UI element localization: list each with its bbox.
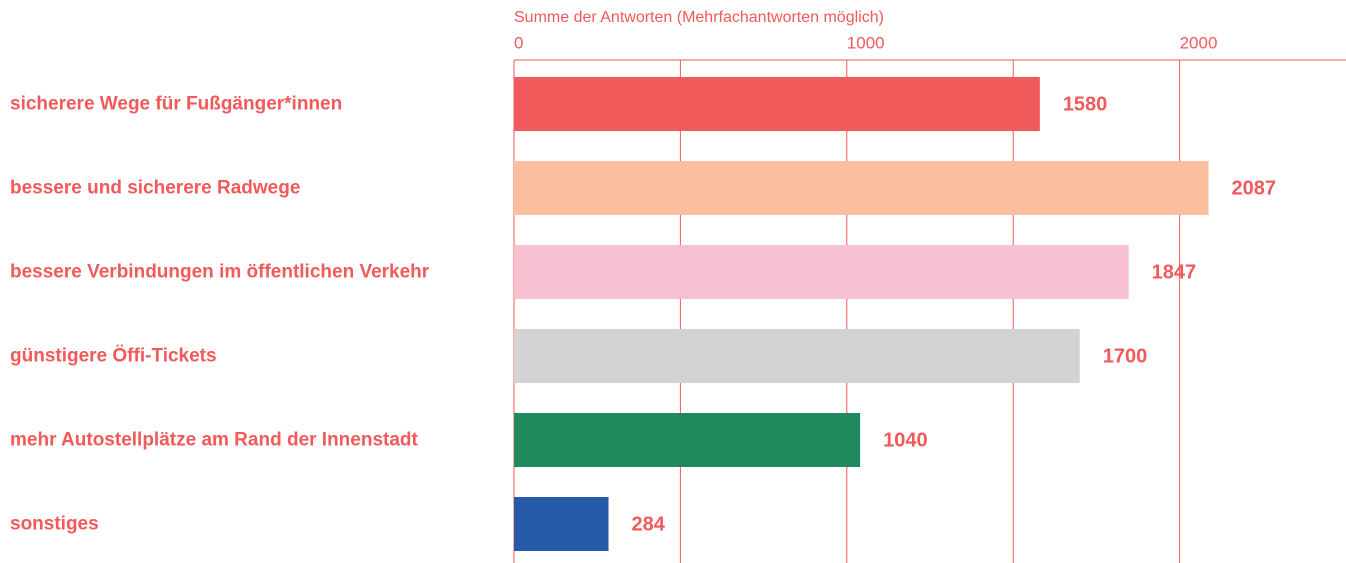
bar	[514, 329, 1080, 383]
x-tick-label: 2000	[1180, 33, 1218, 52]
bar	[514, 245, 1129, 299]
category-label: mehr Autostellplätze am Rand der Innenst…	[10, 429, 418, 451]
x-tick-label: 1000	[847, 33, 885, 52]
bar	[514, 77, 1040, 131]
category-label: sicherere Wege für Fußgänger*innen	[10, 93, 343, 115]
category-label: sonstiges	[10, 513, 99, 535]
value-label: 1040	[883, 429, 928, 451]
value-label: 1700	[1103, 345, 1148, 367]
axis-label: Summe der Antworten (Mehrfachantworten m…	[514, 9, 884, 26]
bar	[514, 497, 609, 551]
value-label: 284	[632, 513, 666, 535]
value-label: 2087	[1232, 177, 1277, 199]
x-tick-label: 0	[514, 33, 523, 52]
category-label: bessere Verbindungen im öffentlichen Ver…	[10, 261, 430, 283]
value-label: 1580	[1063, 93, 1108, 115]
bar	[514, 161, 1209, 215]
value-label: 1847	[1152, 261, 1197, 283]
category-label: günstigere Öffi-Tickets	[10, 345, 217, 367]
bar	[514, 413, 861, 467]
category-label: bessere und sicherere Radwege	[10, 177, 301, 199]
